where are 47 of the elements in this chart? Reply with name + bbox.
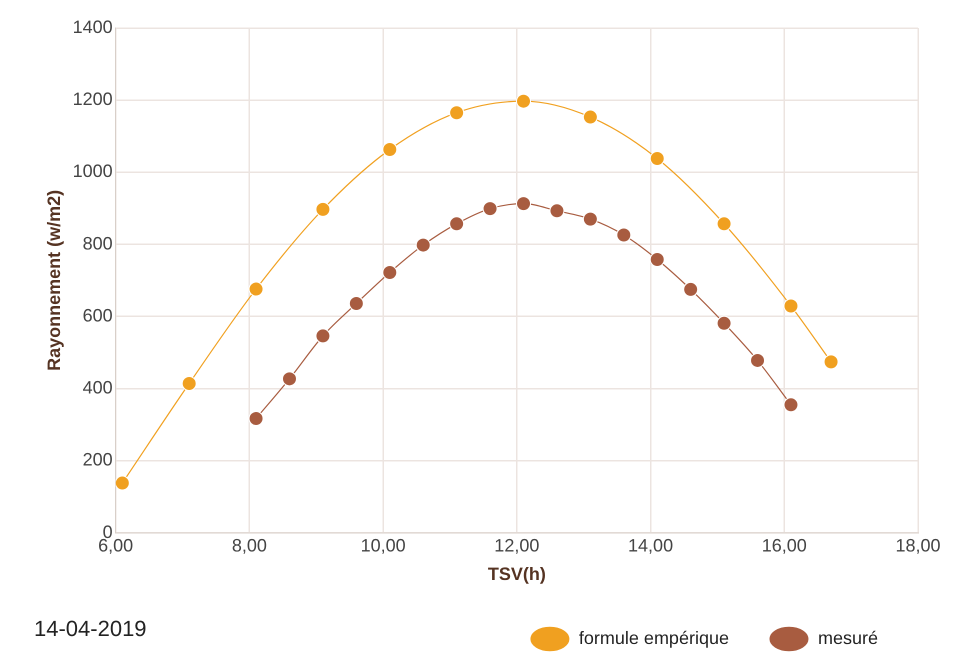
point — [582, 212, 598, 227]
point — [449, 216, 464, 232]
point — [382, 142, 398, 158]
x-axis-title: TSV(h) — [488, 564, 546, 584]
point — [650, 151, 665, 166]
y-tick-label: 600 — [82, 305, 113, 326]
y-tick-label: 200 — [82, 450, 113, 470]
point — [549, 203, 564, 218]
point — [516, 196, 532, 212]
x-tick-label: 10,00 — [360, 536, 406, 556]
point — [348, 296, 364, 311]
y-tick-label: 1400 — [72, 16, 113, 37]
point — [449, 105, 464, 120]
x-tick-label: 18,00 — [895, 536, 941, 556]
point — [616, 227, 632, 242]
legend-label: formule empérique — [578, 628, 729, 648]
y-tick-label: 1000 — [72, 161, 113, 182]
y-tick-label: 800 — [82, 233, 113, 254]
y-axis-title: Rayonnement (w/m2) — [44, 190, 64, 371]
x-tick-label: 14,00 — [628, 536, 674, 556]
point — [116, 476, 130, 491]
point — [824, 354, 839, 370]
point — [248, 282, 264, 297]
y-tick-label: 1200 — [72, 89, 113, 110]
point — [282, 371, 297, 386]
point — [582, 110, 598, 125]
point — [382, 264, 398, 280]
text: 14-04-2019 — [34, 616, 147, 642]
legend-label: mesuré — [818, 628, 878, 648]
point — [516, 94, 532, 109]
point — [482, 201, 498, 216]
x-tick-label: 8,00 — [232, 536, 267, 556]
y-tick-label: 400 — [82, 378, 113, 398]
point — [783, 397, 798, 412]
point — [416, 238, 431, 253]
point — [248, 411, 264, 426]
point — [716, 216, 732, 232]
x-tick-label: 16,00 — [762, 536, 807, 556]
point — [716, 316, 732, 331]
point — [315, 328, 330, 344]
point — [750, 352, 766, 368]
point — [683, 282, 698, 297]
point — [182, 376, 197, 392]
point — [783, 298, 798, 314]
point — [650, 252, 665, 267]
x-tick-label: 12,00 — [494, 536, 540, 556]
point — [315, 202, 330, 217]
